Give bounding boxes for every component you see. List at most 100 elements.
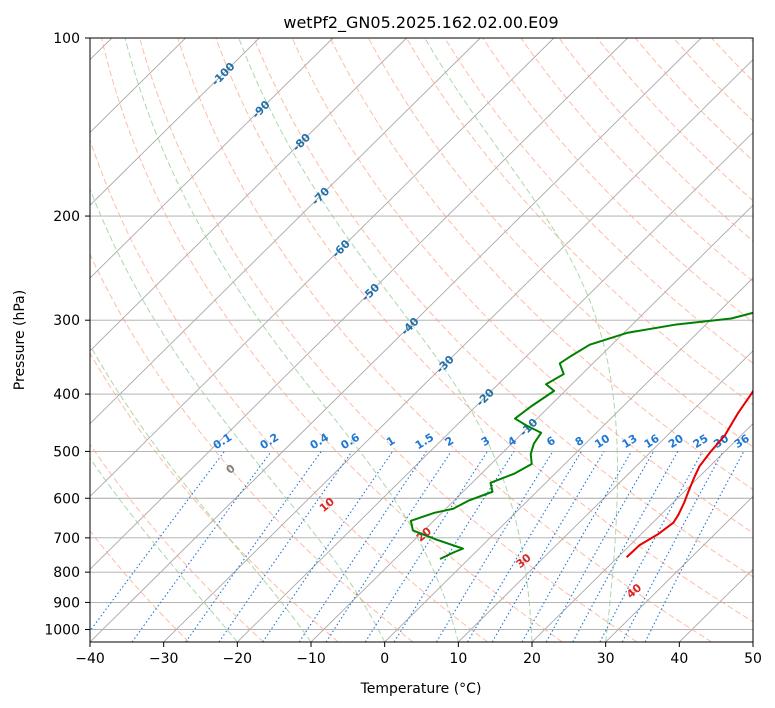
moist-adiabat-line [424, 38, 619, 642]
dry-adiabat-line [253, 38, 753, 578]
x-axis-title: Temperature (°C) [360, 681, 482, 697]
isotherm-line [679, 568, 753, 642]
mixing-ratio-line [572, 451, 679, 642]
y-tick-label: 300 [53, 313, 80, 329]
x-tick-label: 20 [523, 651, 541, 667]
isotherm-line [237, 131, 753, 642]
isotherm-line [90, 38, 628, 570]
y-tick-label: 800 [53, 565, 80, 581]
mixing-ratio-label: 25 [691, 432, 711, 451]
dry-adiabat-line [177, 38, 713, 642]
dry-adiabat-line [291, 38, 753, 534]
mixing-ratio-line [467, 451, 582, 642]
mixing-ratio-label: 0.1 [211, 431, 234, 452]
dry-adiabat-line [90, 253, 414, 642]
y-tick-label: 200 [53, 209, 80, 225]
temperature-profile-line [625, 389, 753, 559]
isotherm-line [90, 38, 407, 352]
dry-adiabat-line [444, 38, 753, 364]
mixing-ratio-line [599, 451, 703, 642]
moist-adiabat-line [124, 38, 459, 642]
mixing-ratio-line [218, 451, 353, 642]
dry-adiabat-line [711, 38, 753, 82]
moist-adiabat-lines [90, 38, 619, 642]
moist-adiabat-line [90, 344, 312, 642]
x-axis: −40 −30 −20 −10 0 10 20 30 40 50 [75, 642, 762, 667]
y-tick-label: 400 [53, 387, 80, 403]
dry-adiabat-line [634, 38, 753, 162]
moist-adiabat-line [238, 38, 533, 642]
isotherm-line [458, 350, 753, 642]
isotherm-line [163, 59, 753, 642]
isotherm-line [384, 277, 753, 642]
x-tick-label: 50 [744, 651, 762, 667]
dry-adiabat-line [673, 38, 753, 122]
isotherm-line [90, 38, 555, 498]
mixing-ratio-line [185, 451, 322, 642]
x-tick-label: 40 [670, 651, 688, 667]
plot-frame [89, 37, 754, 643]
profile-series [409, 311, 753, 560]
mixing-ratio-line [325, 451, 452, 642]
dry-adiabat-line [139, 38, 638, 642]
mixing-ratio-line [644, 451, 745, 642]
x-tick-label: 30 [597, 651, 615, 667]
moist-adiabat-line [90, 457, 238, 642]
mixing-ratio-label: 0.4 [308, 431, 332, 453]
mixing-ratio-line [491, 451, 605, 642]
isotherm-line [90, 38, 260, 206]
dry-adiabat-line [329, 38, 753, 491]
pressure-gridlines [90, 38, 753, 630]
isotherm-line [90, 38, 334, 279]
isotherm-lines [90, 38, 753, 642]
mixing-ratio-line [435, 451, 554, 642]
mixing-ratio-lines [90, 451, 745, 642]
mixing-ratio-line [521, 451, 632, 642]
x-tick-label: 10 [449, 651, 467, 667]
dry-adiabat-label: 40 [624, 581, 644, 601]
dry-adiabat-line [482, 38, 753, 323]
mixing-ratio-label: 13 [620, 432, 640, 451]
dry-adiabat-line [90, 352, 339, 642]
y-tick-label: 500 [53, 444, 80, 460]
y-tick-label: 900 [53, 595, 80, 611]
dry-adiabat-label: 30 [514, 551, 534, 571]
x-tick-label: −30 [149, 651, 179, 667]
dry-adiabat-line [101, 38, 563, 642]
dry-adiabat-line [90, 530, 190, 642]
mixing-ratio-label: 4 [505, 434, 519, 449]
isotherm-line [605, 495, 753, 642]
dry-adiabat-line [90, 443, 264, 642]
dry-adiabat-line [558, 38, 753, 242]
mixing-ratio-line [131, 451, 272, 642]
isotherm-line [90, 38, 702, 642]
y-tick-label: 700 [53, 531, 80, 547]
dry-adiabat-line [215, 38, 753, 623]
dewpoint-profile-line [409, 311, 753, 560]
mixing-ratio-label: 2 [443, 434, 456, 449]
dry-adiabat-lines [90, 38, 753, 642]
x-tick-label: −40 [75, 651, 105, 667]
mixing-ratio-line [545, 451, 655, 642]
x-tick-label: −20 [223, 651, 253, 667]
mixing-ratio-label: 16 [642, 432, 662, 451]
isotherm-line [531, 422, 753, 642]
mixing-ratio-line [90, 451, 225, 632]
y-axis: 100 200 300 400 500 600 700 800 900 1000 [44, 31, 90, 638]
mixing-ratio-line [364, 451, 488, 642]
mixing-ratio-label: 20 [666, 432, 686, 451]
y-axis-title: Pressure (hPa) [12, 290, 28, 390]
mixing-ratio-label: 1 [384, 434, 397, 449]
dry-adiabat-line [406, 38, 753, 406]
isotherm-line [90, 38, 481, 425]
mixing-ratio-line [393, 451, 515, 642]
dry-adiabat-line [367, 38, 753, 448]
chart-title: wetPf2_GN05.2025.162.02.00.E09 [283, 13, 558, 33]
mixing-ratio-label: 10 [592, 432, 612, 451]
y-tick-label: 1000 [44, 622, 80, 638]
dry-adiabat-line [596, 38, 753, 202]
moist-adiabat-line [90, 187, 386, 642]
mixing-ratio-label: 6 [544, 434, 558, 449]
x-tick-label: 0 [380, 651, 389, 667]
